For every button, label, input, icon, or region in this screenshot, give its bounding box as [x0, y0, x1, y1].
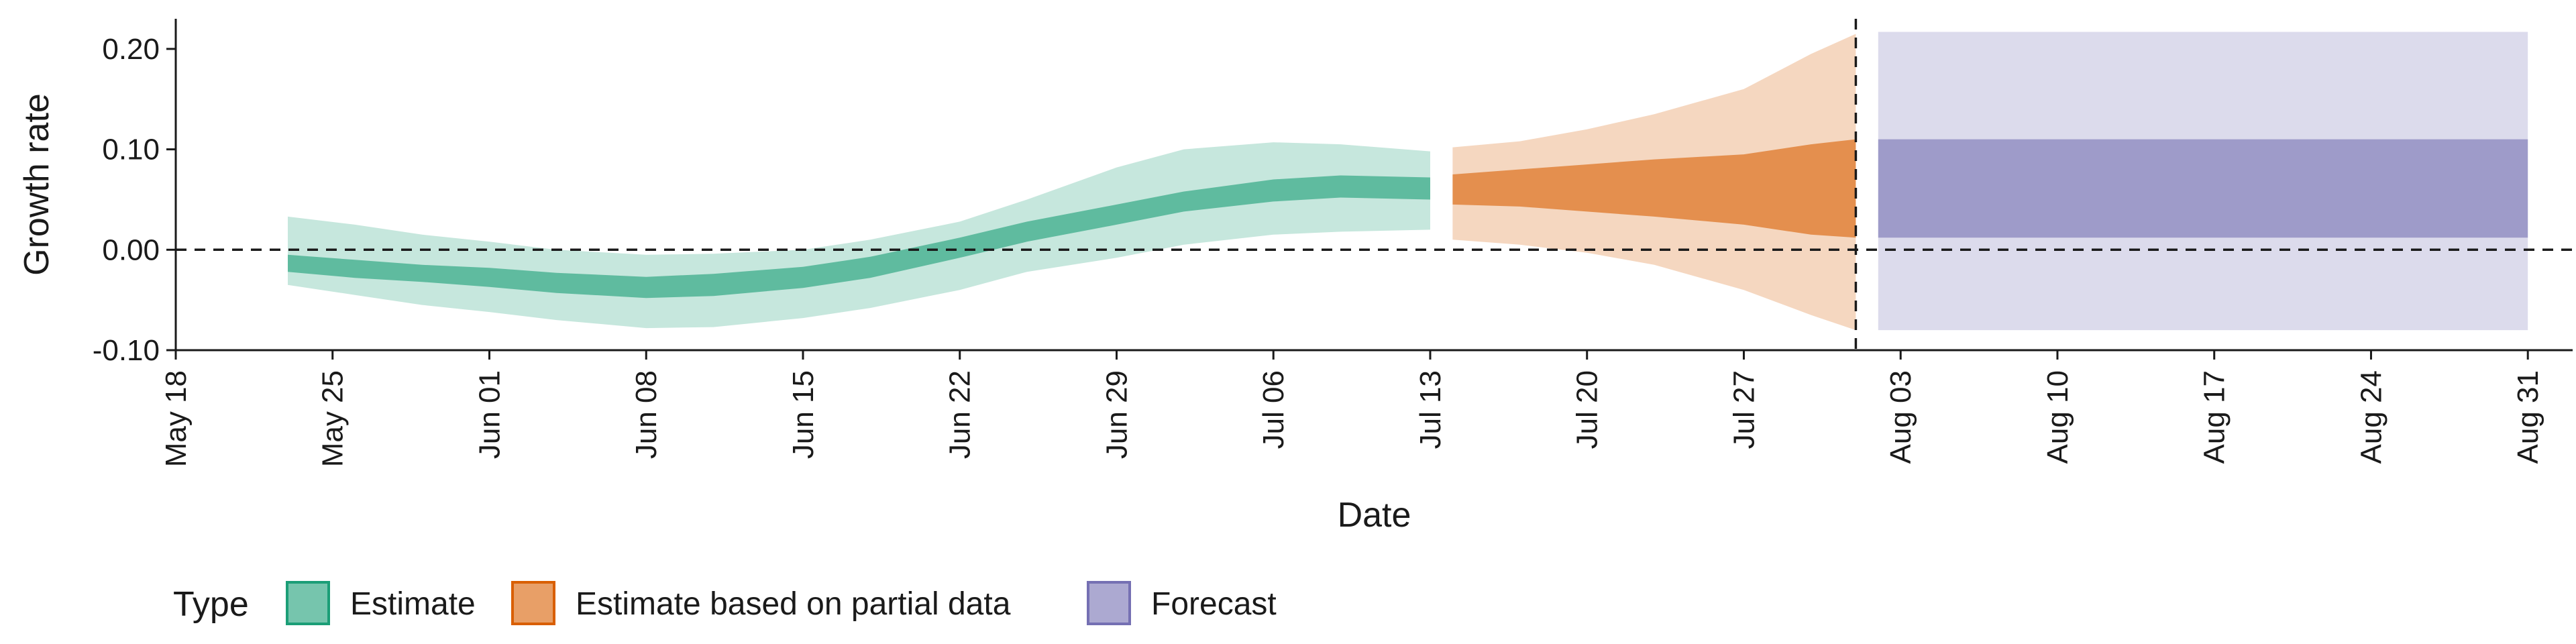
legend-key-forecast [1087, 581, 1131, 625]
x-axis-title: Date [1338, 496, 1411, 535]
x-tick-label: Jul 06 [1257, 370, 1290, 449]
estimate-inner-band [288, 175, 1430, 299]
legend-key-estimate [286, 581, 330, 625]
x-tick-label: Aug 17 [2198, 370, 2231, 464]
x-tick-label: Jun 29 [1100, 370, 1133, 459]
x-tick-label: Jun 08 [630, 370, 663, 459]
x-tick-label: Aug 31 [2512, 370, 2544, 464]
x-tick-label: Jun 15 [787, 370, 820, 459]
x-tick-label: Aug 03 [1884, 370, 1917, 464]
y-tick-label: 0.10 [102, 133, 160, 166]
forecast-inner-band [1878, 139, 2528, 238]
y-axis-ticks: -0.10 0.00 0.10 0.20 [93, 33, 176, 367]
y-tick-label: 0.00 [102, 233, 160, 266]
estimate-based-on-partial-data-inner-band [1452, 139, 1856, 238]
legend-label-forecast: Forecast [1151, 586, 1277, 622]
legend-title: Type [173, 585, 249, 624]
y-tick-label: -0.10 [93, 334, 160, 367]
plot-area [176, 19, 2573, 350]
estimate-outer-band [288, 142, 1430, 329]
y-axis-title: Growth rate [17, 93, 56, 276]
x-tick-label: Jun 01 [473, 370, 506, 459]
axes: May 18 May 25 Jun 01 Jun 08 Jun 15 Jun 22 Jun … [93, 19, 2573, 467]
x-axis-ticks: May 18 May 25 Jun 01 Jun 08 Jun 15 Jun 22 Jun … [160, 350, 2544, 467]
legend-key-estimate-based-on-partial-data [511, 581, 555, 625]
x-tick-label: Jun 22 [944, 370, 977, 459]
y-tick-label: 0.20 [102, 33, 160, 66]
x-tick-label: Jul 20 [1571, 370, 1604, 449]
legend-label-estimate: Estimate [350, 586, 476, 622]
x-tick-label: Aug 24 [2355, 370, 2387, 464]
x-tick-label: Aug 10 [2041, 370, 2074, 464]
x-tick-label: May 18 [160, 370, 193, 467]
x-tick-label: Jul 27 [1727, 370, 1760, 449]
legend: Type Estimate Estimate based on partial d… [173, 581, 1277, 625]
x-tick-label: May 25 [317, 370, 350, 467]
x-tick-label: Jul 13 [1414, 370, 1447, 449]
legend-label-estimate-based-on-partial-data: Estimate based on partial data [576, 586, 1011, 622]
